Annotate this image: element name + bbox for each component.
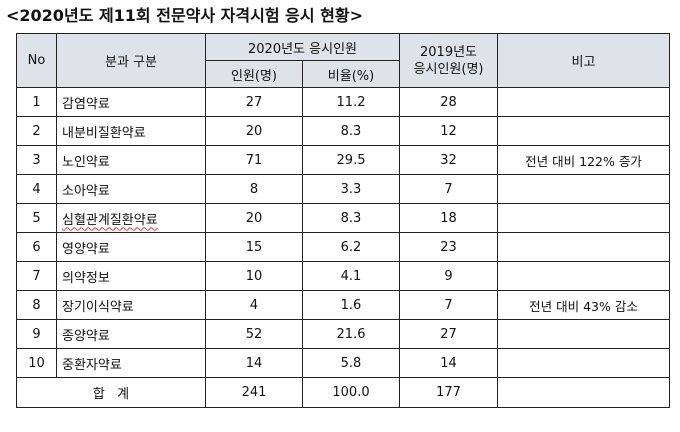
row-note [497, 203, 671, 233]
table-row: 10 중환자약료 14 5.8 14 [16, 348, 671, 378]
row-category: 내분비질환약료 [56, 116, 206, 146]
row-count-2019: 18 [399, 203, 499, 233]
row-ratio-2020: 8.3 [301, 203, 401, 233]
table-row: 1 감염약료 27 11.2 28 [16, 87, 671, 117]
row-count-2019: 32 [399, 145, 499, 175]
row-category: 노인약료 [56, 145, 206, 175]
row-count-2020: 14 [205, 348, 303, 378]
row-no: 1 [16, 87, 57, 117]
total-note [497, 377, 671, 408]
table-row: 5 심혈관계질환약료 20 8.3 18 [16, 203, 671, 233]
row-ratio-2020: 5.8 [301, 348, 401, 378]
table-row: 2 내분비질환약료 20 8.3 12 [16, 116, 671, 146]
row-no: 4 [16, 174, 57, 204]
row-count-2019: 14 [399, 348, 499, 378]
header-applicants-2019: 2019년도 응시인원(명) [399, 33, 499, 88]
row-no: 6 [16, 232, 57, 262]
row-count-2020: 4 [205, 290, 303, 320]
table-subheader-row: 인원(명) 비율(%) [17, 60, 670, 88]
table-row: 4 소아약료 8 3.3 7 [16, 174, 671, 204]
row-category: 영양약료 [56, 232, 206, 262]
table-row: 8 장기이식약료 4 1.6 7 전년 대비 43% 감소 [16, 290, 671, 320]
row-note [497, 116, 671, 146]
row-note [497, 87, 671, 117]
header-ratio: 비율(%) [301, 60, 401, 88]
header-applicants-2019-line1: 2019년도 [420, 44, 478, 60]
total-count-2020: 241 [205, 377, 303, 408]
header-count: 인원(명) [205, 60, 303, 88]
table-row: 3 노인약료 71 29.5 32 전년 대비 122% 증가 [16, 145, 671, 175]
row-category: 소아약료 [56, 174, 206, 204]
row-no: 5 [16, 203, 57, 233]
row-count-2020: 10 [205, 261, 303, 291]
row-category: 의약정보 [56, 261, 206, 291]
total-label: 합 계 [16, 377, 206, 408]
row-note [497, 261, 671, 291]
row-note: 전년 대비 122% 증가 [497, 145, 671, 175]
row-count-2019: 9 [399, 261, 499, 291]
row-no: 10 [16, 348, 57, 378]
header-applicants-2020: 2020년도 응시인원 [204, 33, 401, 61]
row-ratio-2020: 8.3 [301, 116, 401, 146]
row-category: 감염약료 [56, 87, 206, 117]
exam-applicants-table: No 분과 구분 2020년도 응시인원 2019년도 응시인원(명) 비고 인… [16, 33, 671, 408]
row-no: 3 [16, 145, 57, 175]
row-count-2019: 7 [399, 174, 499, 204]
row-note [497, 174, 671, 204]
row-count-2020: 20 [205, 203, 303, 233]
row-count-2020: 15 [205, 232, 303, 262]
row-count-2020: 52 [205, 319, 303, 349]
row-ratio-2020: 29.5 [301, 145, 401, 175]
table-row: 6 영양약료 15 6.2 23 [16, 232, 671, 262]
row-ratio-2020: 11.2 [301, 87, 401, 117]
row-count-2019: 28 [399, 87, 499, 117]
row-ratio-2020: 3.3 [301, 174, 401, 204]
row-category: 중환자약료 [56, 348, 206, 378]
row-ratio-2020: 4.1 [301, 261, 401, 291]
row-count-2019: 27 [399, 319, 499, 349]
row-count-2020: 71 [205, 145, 303, 175]
header-remarks: 비고 [497, 33, 671, 88]
row-no: 2 [16, 116, 57, 146]
row-note [497, 348, 671, 378]
header-category: 분과 구분 [56, 33, 206, 88]
row-ratio-2020: 1.6 [301, 290, 401, 320]
row-count-2019: 12 [399, 116, 499, 146]
row-count-2020: 20 [205, 116, 303, 146]
row-category: 심혈관계질환약료 [56, 203, 206, 233]
row-count-2019: 23 [399, 232, 499, 262]
row-note: 전년 대비 43% 감소 [497, 290, 671, 320]
row-note [497, 232, 671, 262]
row-note [497, 319, 671, 349]
total-count-2019: 177 [399, 377, 499, 408]
row-category-text: 심혈관계질환약료 [62, 212, 158, 228]
row-no: 9 [16, 319, 57, 349]
header-applicants-2019-line2: 응시인원(명) [413, 61, 484, 77]
row-count-2020: 27 [205, 87, 303, 117]
document-title: <2020년도 제11회 전문약사 자격시험 응시 현황> [6, 6, 363, 25]
row-ratio-2020: 21.6 [301, 319, 401, 349]
row-ratio-2020: 6.2 [301, 232, 401, 262]
row-category: 장기이식약료 [56, 290, 206, 320]
row-no: 7 [16, 261, 57, 291]
row-count-2020: 8 [205, 174, 303, 204]
row-no: 8 [16, 290, 57, 320]
table-header-row: No 분과 구분 2020년도 응시인원 2019년도 응시인원(명) 비고 [16, 33, 671, 88]
row-count-2019: 7 [399, 290, 499, 320]
table-row: 9 종양약료 52 21.6 27 [16, 319, 671, 349]
total-row: 합 계 241 100.0 177 [16, 377, 671, 408]
table-row: 7 의약정보 10 4.1 9 [16, 261, 671, 291]
total-ratio-2020: 100.0 [301, 377, 401, 408]
row-category: 종양약료 [56, 319, 206, 349]
header-no: No [16, 33, 57, 88]
